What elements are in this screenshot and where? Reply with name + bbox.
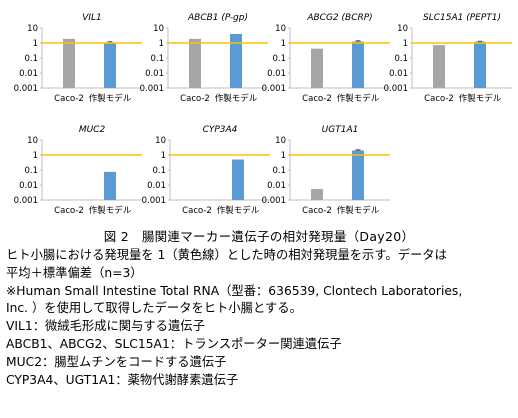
- note-line: MUC2：腸型ムチンをコードする遺伝子: [6, 354, 227, 369]
- x-tick-label: Caco-2: [54, 94, 84, 104]
- y-tick-label: 0.01: [19, 69, 38, 79]
- chart-title: CYP3A4: [203, 125, 238, 135]
- chart-title: ABCB1 (P-gp): [187, 13, 248, 23]
- x-tick-label: Caco-2: [180, 94, 210, 104]
- y-tick-label: 0.1: [272, 166, 286, 176]
- y-tick-label: 10: [155, 136, 166, 146]
- y-tick-label: 1: [33, 151, 38, 161]
- y-tick-label: 0.001: [140, 84, 164, 94]
- y-tick-label: 0.1: [150, 54, 164, 64]
- chart-title: MUC2: [79, 125, 106, 135]
- chart-panel: SLC15A1 (PEPT1) 10 1 0.1 0.01 0.001 Caco-2 作製モデ…: [384, 13, 512, 104]
- x-tick-label: 作製モデル: [337, 205, 380, 216]
- bar: [352, 41, 364, 88]
- bar: [232, 159, 244, 200]
- bar: [189, 38, 201, 88]
- y-tick-label: 0.01: [267, 181, 286, 191]
- note-line: ABCB1、ABCG2、SLC15A1：トランスポーター関連遺伝子: [6, 336, 342, 351]
- bar: [433, 45, 445, 88]
- note-line: ※Human Small Intestine Total RNA（型番：6365…: [6, 283, 463, 298]
- y-tick-label: 1: [159, 39, 164, 49]
- x-tick-label: Caco-2: [424, 94, 454, 104]
- x-tick-label: Caco-2: [54, 206, 84, 216]
- bar: [311, 48, 323, 88]
- x-tick-label: 作製モデル: [89, 205, 132, 216]
- y-tick-label: 0.001: [142, 196, 166, 206]
- chart-panel: ABCB1 (P-gp) 10 1 0.1 0.01 0.001 Caco-2 作製モデル: [140, 13, 268, 104]
- y-tick-label: 0.001: [384, 84, 408, 94]
- note-line: CYP3A4、UGT1A1：薬物代謝酵素遺伝子: [6, 372, 239, 387]
- bar: [104, 43, 116, 88]
- y-tick-label: 10: [27, 136, 38, 146]
- note-line: VIL1：微絨毛形成に関与する遺伝子: [6, 319, 205, 334]
- y-tick-label: 10: [275, 24, 286, 34]
- y-tick-label: 10: [27, 24, 38, 34]
- y-tick-label: 1: [281, 151, 286, 161]
- note-line: ヒト小腸における発現量を 1（黄色線）とした時の相対発現量を示す。データは: [6, 248, 447, 262]
- y-tick-label: 0.001: [14, 84, 38, 94]
- x-tick-label: 作製モデル: [217, 205, 260, 216]
- y-tick-label: 0.01: [147, 181, 166, 191]
- x-tick-label: 作製モデル: [337, 93, 380, 104]
- x-tick-label: Caco-2: [182, 206, 212, 216]
- chart-title: UGT1A1: [322, 125, 359, 135]
- y-tick-label: 0.01: [19, 181, 38, 191]
- chart-title: VIL1: [82, 13, 102, 23]
- x-tick-label: Caco-2: [302, 94, 332, 104]
- y-tick-label: 0.1: [152, 166, 166, 176]
- y-tick-label: 1: [403, 39, 408, 49]
- bar: [311, 188, 323, 200]
- y-tick-label: 1: [33, 39, 38, 49]
- y-tick-label: 10: [153, 24, 164, 34]
- y-tick-label: 0.1: [24, 166, 38, 176]
- chart-panel: VIL1 10 1 0.1 0.01 0.001 Caco-2 作製モデル: [14, 13, 142, 104]
- note-line: Inc. ）を使用して取得したデータをヒト小腸とする。: [6, 301, 302, 316]
- y-tick-label: 0.01: [389, 69, 408, 79]
- bar: [104, 171, 116, 200]
- x-tick-label: 作製モデル: [89, 93, 132, 104]
- chart-panel: ABCG2 (BCRP) 10 1 0.1 0.01 0.001 Caco-2 作製モデル: [262, 13, 390, 104]
- y-tick-label: 1: [161, 151, 166, 161]
- y-tick-label: 0.1: [272, 54, 286, 64]
- chart-panel: UGT1A1 10 1 0.1 0.01 0.001 Caco-2 作製モデル: [262, 125, 390, 216]
- note-line: 平均＋標準偏差（n=3）: [6, 265, 143, 280]
- y-tick-label: 10: [275, 136, 286, 146]
- y-tick-label: 0.01: [145, 69, 164, 79]
- bar: [230, 33, 242, 88]
- y-tick-label: 0.01: [267, 69, 286, 79]
- chart-title: SLC15A1 (PEPT1): [423, 13, 501, 23]
- y-tick-label: 0.001: [262, 84, 286, 94]
- bar: [474, 41, 486, 88]
- y-tick-label: 0.001: [14, 196, 38, 206]
- y-tick-label: 0.001: [262, 196, 286, 206]
- x-tick-label: Caco-2: [302, 206, 332, 216]
- figure-caption: 図 2 腸関連マーカー遺伝子の相対発現量（Day20）: [103, 229, 415, 244]
- x-tick-label: 作製モデル: [215, 93, 258, 104]
- x-tick-label: 作製モデル: [459, 93, 502, 104]
- bar: [63, 38, 75, 88]
- chart-panel: CYP3A4 10 1 0.1 0.01 0.001 Caco-2 作製モデル: [142, 125, 270, 216]
- figure-notes: ヒト小腸における発現量を 1（黄色線）とした時の相対発現量を示す。データは 平均…: [6, 247, 514, 389]
- chart-panel: MUC2 10 1 0.1 0.01 0.001 Caco-2 作製モデル: [14, 125, 142, 216]
- y-tick-label: 0.1: [394, 54, 408, 64]
- y-tick-label: 0.1: [24, 54, 38, 64]
- bar: [352, 150, 364, 200]
- chart-title: ABCG2 (BCRP): [306, 13, 372, 23]
- y-tick-label: 1: [281, 39, 286, 49]
- y-tick-label: 10: [397, 24, 408, 34]
